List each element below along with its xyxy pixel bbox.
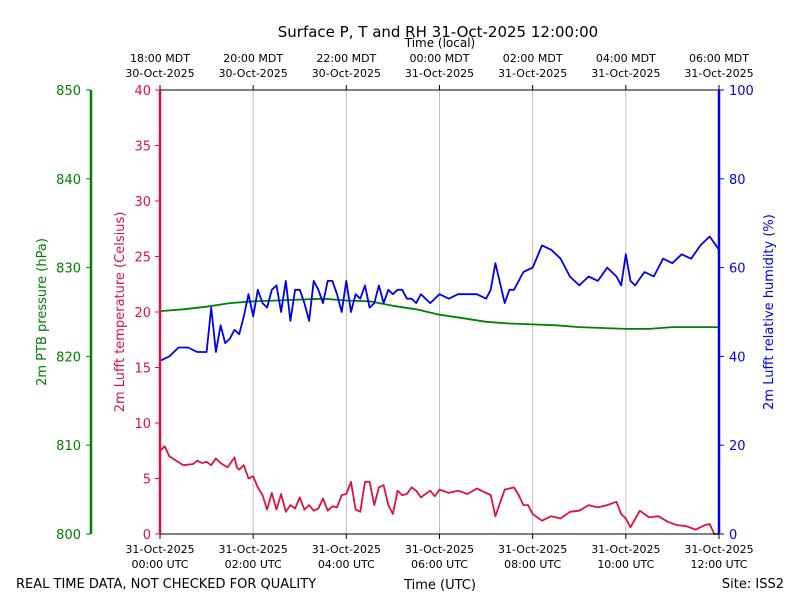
pressure-tick-label: 820 bbox=[56, 350, 81, 365]
temperature-tick-label: 35 bbox=[134, 140, 151, 155]
x-tick-utc-date: 31-Oct-2025 bbox=[498, 543, 567, 556]
humidity-series-line bbox=[159, 235, 720, 362]
temperature-tick-label: 0 bbox=[143, 528, 151, 543]
temperature-tick-label: 10 bbox=[134, 417, 151, 432]
x-tick-local-date: 31-Oct-2025 bbox=[498, 67, 567, 80]
x-tick-utc-time: 06:00 UTC bbox=[411, 558, 468, 571]
temperature-tick-label: 20 bbox=[134, 306, 151, 321]
x-tick-utc-time: 00:00 UTC bbox=[131, 558, 188, 571]
x-tick-local-date: 31-Oct-2025 bbox=[591, 67, 660, 80]
x-tick-utc-date: 31-Oct-2025 bbox=[591, 543, 660, 556]
humidity-axis-label: 2m Lufft relative humidity (%) bbox=[762, 214, 777, 410]
x-tick-local-date: 30-Oct-2025 bbox=[219, 67, 288, 80]
x-tick-local-date: 31-Oct-2025 bbox=[405, 67, 474, 80]
x-tick-utc-time: 12:00 UTC bbox=[690, 558, 747, 571]
humidity-tick-label: 40 bbox=[729, 350, 746, 365]
x-tick-utc-time: 02:00 UTC bbox=[225, 558, 282, 571]
x-tick-utc-time: 08:00 UTC bbox=[504, 558, 561, 571]
pressure-series-line bbox=[159, 297, 719, 330]
x-tick-utc-date: 31-Oct-2025 bbox=[125, 543, 194, 556]
x-tick-utc-date: 31-Oct-2025 bbox=[219, 543, 288, 556]
x-tick-utc-date: 31-Oct-2025 bbox=[312, 543, 381, 556]
humidity-tick-label: 60 bbox=[729, 262, 746, 277]
humidity-tick-label: 20 bbox=[729, 439, 746, 454]
x-tick-local-time: 02:00 MDT bbox=[503, 52, 563, 65]
humidity-tick-label: 100 bbox=[729, 84, 754, 99]
site-label: Site: ISS2 bbox=[722, 577, 784, 592]
x-tick-utc-time: 04:00 UTC bbox=[318, 558, 375, 571]
temperature-tick-label: 5 bbox=[143, 473, 151, 488]
humidity-tick-label: 80 bbox=[729, 173, 746, 188]
temperature-series-line bbox=[159, 445, 719, 535]
x-axis-label: Time (UTC) bbox=[403, 578, 476, 593]
x-tick-local-date: 31-Oct-2025 bbox=[684, 67, 753, 80]
series-lines bbox=[159, 235, 720, 535]
temperature-tick-label: 15 bbox=[134, 362, 151, 377]
x-tick-local-time: 00:00 MDT bbox=[410, 52, 470, 65]
x-tick-utc-date: 31-Oct-2025 bbox=[405, 543, 474, 556]
pressure-axis-label: 2m PTB pressure (hPa) bbox=[35, 238, 50, 386]
pressure-tick-label: 850 bbox=[56, 84, 81, 99]
temperature-tick-label: 40 bbox=[134, 84, 151, 99]
top-axis-title: Time (local) bbox=[404, 36, 476, 50]
temperature-tick-label: 30 bbox=[134, 195, 151, 210]
chart-title: Surface P, T and RH 31-Oct-2025 12:00:00 bbox=[278, 23, 598, 41]
temperature-tick-label: 25 bbox=[134, 251, 151, 266]
temperature-axis-label: 2m Lufft temperature (Celsius) bbox=[113, 212, 128, 413]
axes: 31-Oct-2025 00:00 UTC 18:00 MDT 30-Oct-2025… bbox=[35, 52, 777, 571]
x-tick-local-time: 18:00 MDT bbox=[130, 52, 190, 65]
x-tick-utc-date: 31-Oct-2025 bbox=[684, 543, 753, 556]
humidity-tick-label: 0 bbox=[729, 528, 737, 543]
pressure-tick-label: 840 bbox=[56, 173, 81, 188]
x-tick-local-time: 04:00 MDT bbox=[596, 52, 656, 65]
quality-disclaimer: REAL TIME DATA, NOT CHECKED FOR QUALITY bbox=[16, 577, 316, 592]
gridlines bbox=[252, 90, 627, 534]
x-tick-local-date: 30-Oct-2025 bbox=[312, 67, 381, 80]
x-tick-local-time: 06:00 MDT bbox=[689, 52, 749, 65]
pressure-tick-label: 810 bbox=[56, 439, 81, 454]
x-tick-local-date: 30-Oct-2025 bbox=[125, 67, 194, 80]
pressure-tick-label: 830 bbox=[56, 262, 81, 277]
x-tick-utc-time: 10:00 UTC bbox=[597, 558, 654, 571]
x-tick-local-time: 20:00 MDT bbox=[223, 52, 283, 65]
x-tick-local-time: 22:00 MDT bbox=[316, 52, 376, 65]
pressure-tick-label: 800 bbox=[56, 528, 81, 543]
